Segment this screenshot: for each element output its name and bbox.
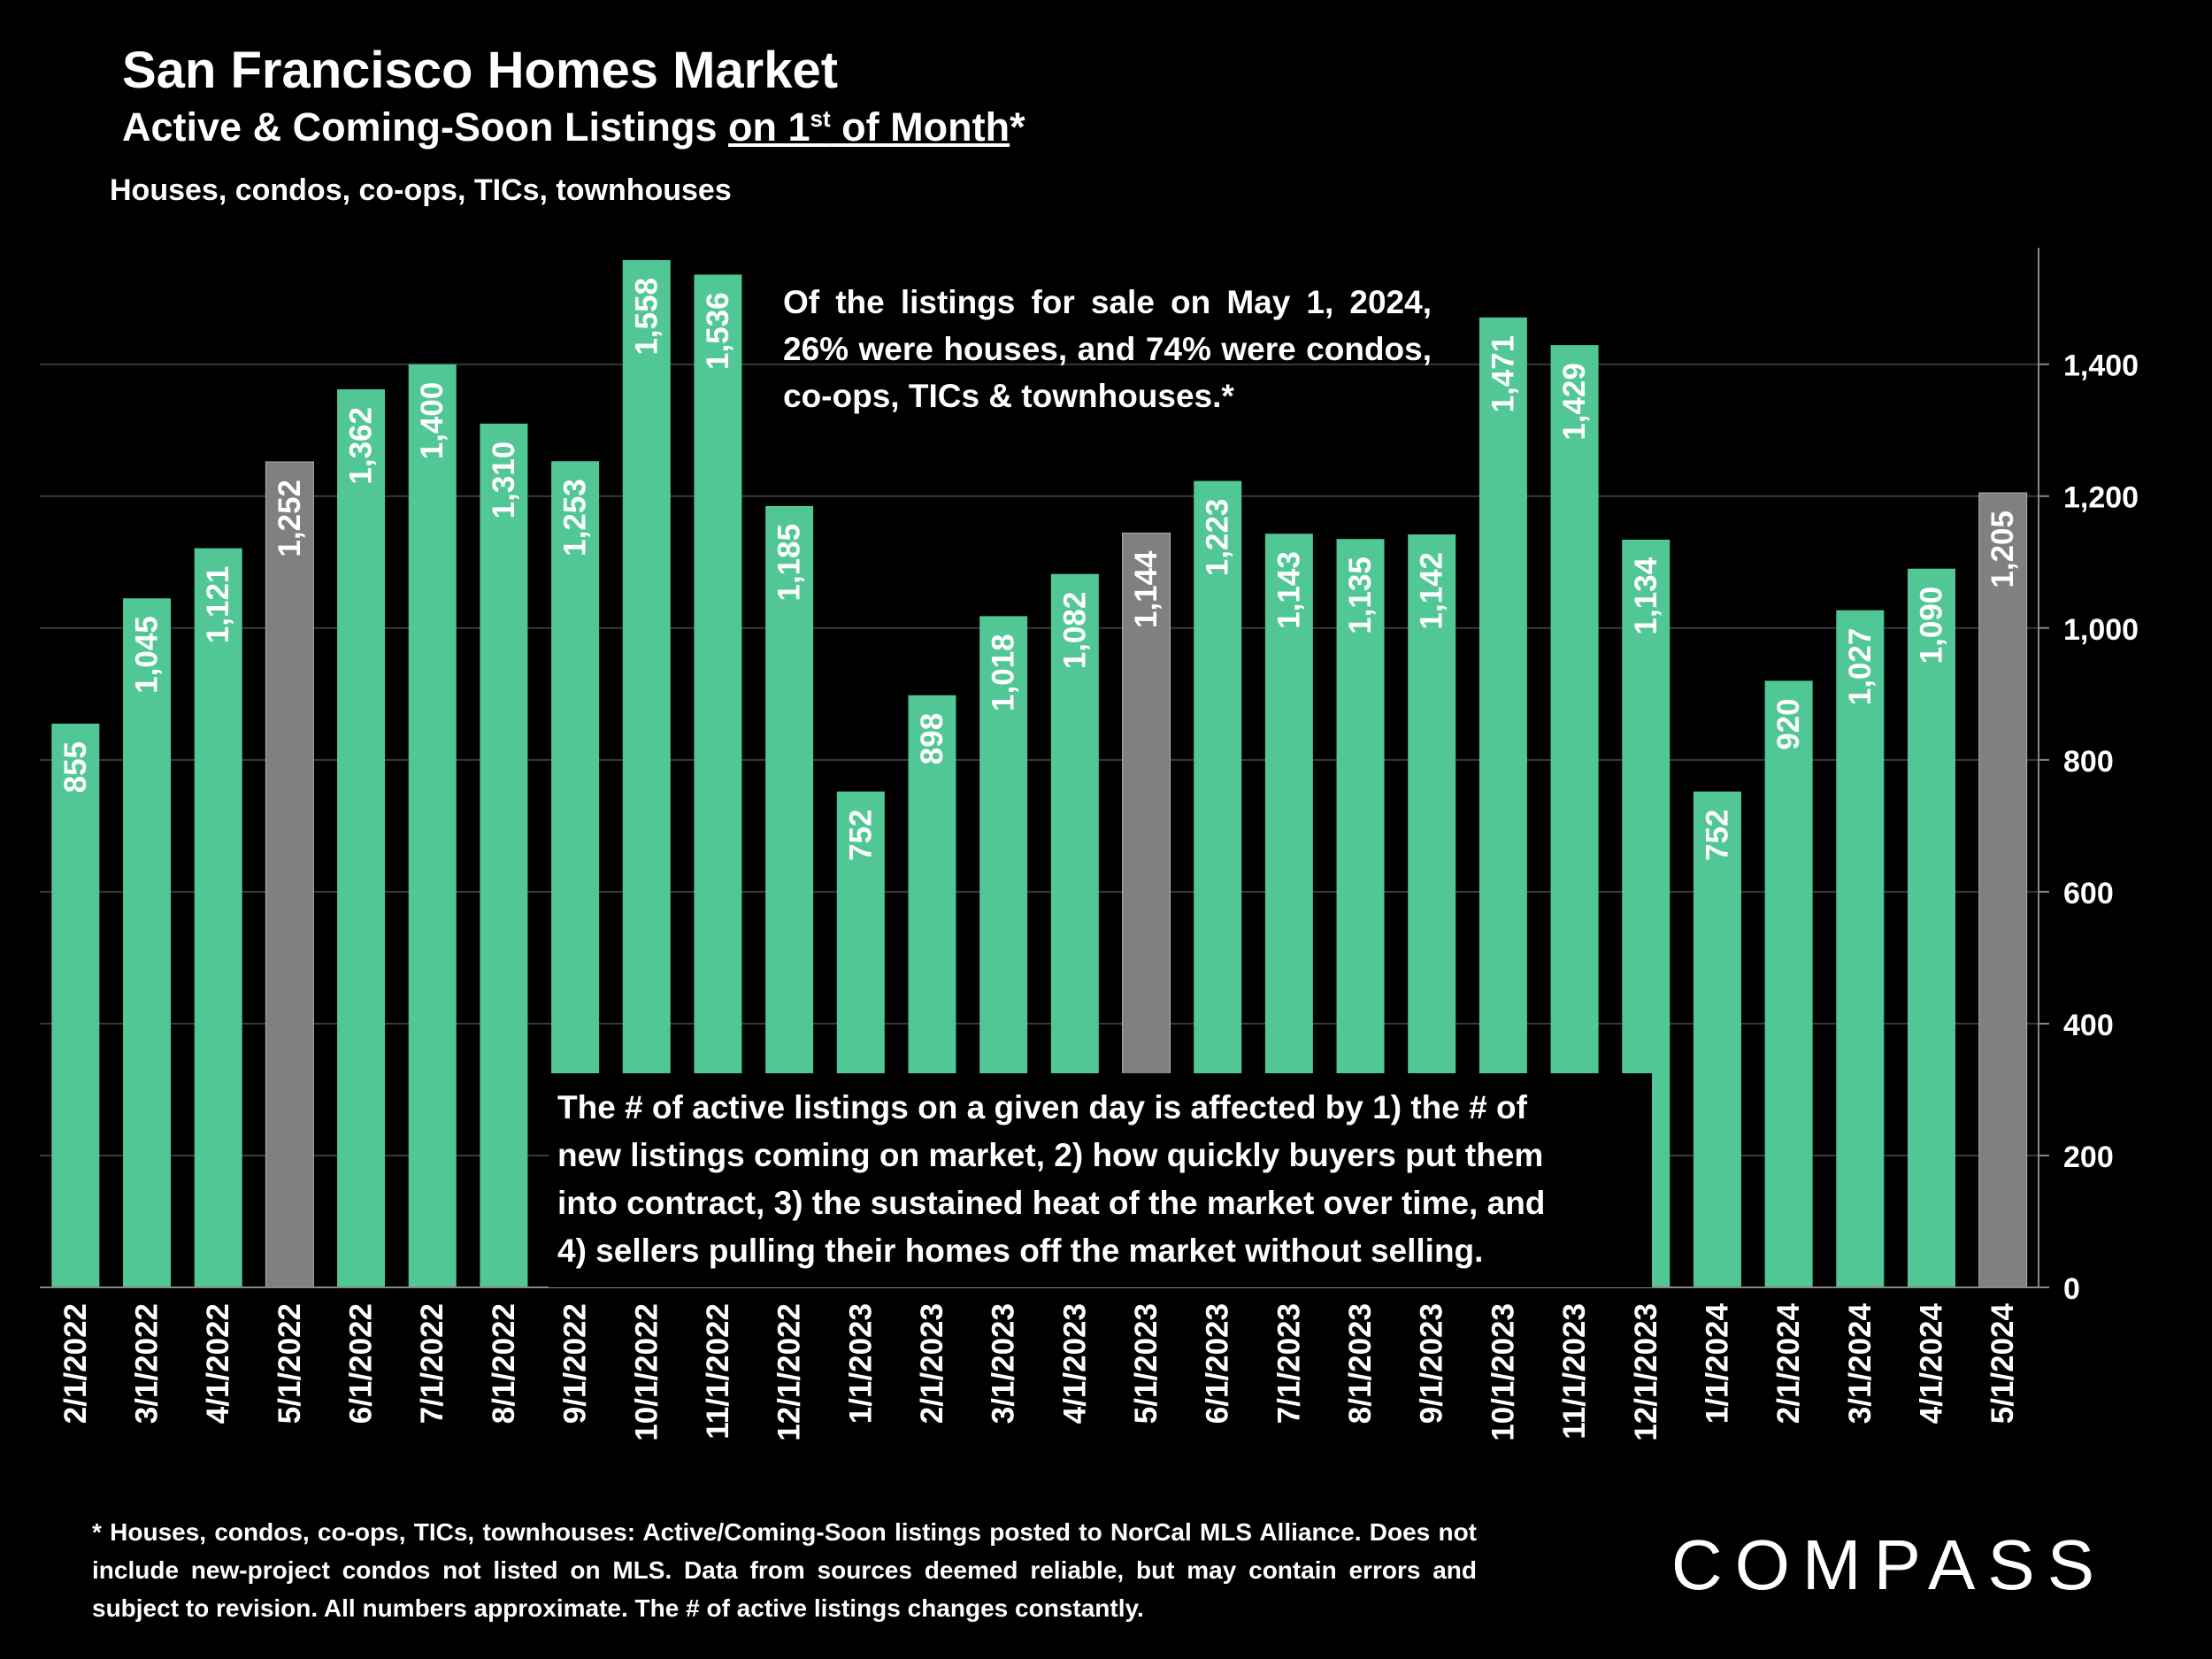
x-tick-label: 6/1/2023 — [1201, 1303, 1235, 1424]
y-tick-label: 1,400 — [2063, 349, 2139, 383]
data-label: 1,082 — [1057, 592, 1092, 670]
data-label: 1,135 — [1343, 557, 1378, 634]
x-tick-label: 11/1/2023 — [1557, 1303, 1592, 1440]
bar — [1978, 492, 2028, 1288]
data-label: 1,121 — [201, 566, 235, 644]
x-tick-label: 10/1/2022 — [629, 1303, 664, 1441]
x-tick-label: 1/1/2023 — [843, 1303, 878, 1424]
bar — [194, 548, 242, 1287]
bar — [1693, 791, 1741, 1287]
bar — [123, 598, 172, 1287]
data-label: 1,310 — [487, 442, 521, 519]
x-tick-label: 4/1/2023 — [1057, 1303, 1092, 1424]
svg-text:COMPASS: COMPASS — [1671, 1525, 2107, 1604]
bar — [408, 364, 457, 1288]
annotation-property-mix: Of the listings for sale on May 1, 2024,… — [783, 284, 1432, 414]
data-label: 1,144 — [1129, 550, 1164, 628]
x-tick-label: 5/1/2024 — [1985, 1302, 2020, 1424]
data-label: 1,252 — [273, 480, 307, 557]
data-label: 1,429 — [1557, 363, 1592, 441]
data-label: 855 — [58, 741, 93, 793]
data-label: 1,134 — [1629, 557, 1663, 634]
x-tick-label: 9/1/2022 — [558, 1303, 593, 1424]
bar — [337, 389, 386, 1288]
data-label: 1,027 — [1843, 628, 1878, 706]
annotation-listings-factors: The # of active listings on a given day … — [549, 1073, 1652, 1287]
data-label: 1,142 — [1415, 552, 1449, 630]
data-label: 1,253 — [558, 479, 593, 557]
annotation-line: new listings coming on market, 2) how qu… — [557, 1137, 1544, 1173]
y-tick-label: 0 — [2063, 1272, 2080, 1306]
data-label: 752 — [843, 810, 878, 861]
bar — [265, 461, 314, 1288]
data-label: 1,400 — [415, 382, 449, 460]
data-label: 920 — [1771, 698, 1806, 749]
data-label: 1,143 — [1271, 551, 1306, 629]
x-tick-label: 4/1/2022 — [201, 1303, 235, 1424]
x-tick-label: 12/1/2022 — [772, 1303, 807, 1441]
x-tick-label: 5/1/2022 — [273, 1303, 307, 1424]
bar — [480, 423, 528, 1288]
x-tick-label: 3/1/2022 — [130, 1303, 165, 1424]
x-tick-label: 9/1/2023 — [1415, 1303, 1449, 1424]
data-label: 1,223 — [1201, 499, 1235, 577]
data-label: 1,536 — [701, 292, 735, 370]
y-tick-label: 1,000 — [2063, 613, 2139, 647]
data-label: 1,205 — [1985, 511, 2020, 588]
axes: 0 200 400 600 800 1,000 1,200 1,400 2/1/2022 3/1/… — [40, 248, 2139, 1441]
x-tick-label: 8/1/2022 — [487, 1303, 521, 1424]
data-label: 752 — [1700, 810, 1734, 861]
bar — [1764, 680, 1813, 1287]
data-label: 898 — [915, 713, 949, 764]
bar — [51, 723, 100, 1287]
data-label: 1,018 — [987, 634, 1021, 711]
data-label: 1,558 — [629, 278, 664, 356]
footnote: * Houses, condos, co-ops, TICs, townhous… — [92, 1518, 1477, 1622]
x-tick-label: 8/1/2023 — [1343, 1303, 1378, 1424]
x-tick-label: 2/1/2024 — [1771, 1302, 1806, 1424]
chart-scope-label: Houses, condos, co-ops, TICs, townhouses — [110, 173, 732, 207]
x-tick-label: 2/1/2022 — [58, 1303, 93, 1424]
annotation-line: The # of active listings on a given day … — [557, 1089, 1527, 1125]
data-label: 1,090 — [1914, 587, 1948, 664]
y-tick-label: 200 — [2063, 1141, 2114, 1174]
data-label: 1,185 — [772, 524, 807, 602]
bar — [1907, 568, 1955, 1287]
y-tick-label: 400 — [2063, 1009, 2114, 1042]
x-tick-label: 11/1/2022 — [701, 1303, 735, 1440]
y-tick-label: 800 — [2063, 745, 2114, 779]
chart-title: San Francisco Homes Market — [122, 42, 839, 99]
bar — [1836, 610, 1885, 1287]
data-label: 1,471 — [1486, 335, 1520, 413]
x-tick-label: 7/1/2022 — [415, 1303, 449, 1424]
compass-logo: COMPASS — [1671, 1525, 2107, 1604]
x-tick-label: 4/1/2024 — [1914, 1302, 1948, 1424]
x-tick-label: 5/1/2023 — [1129, 1303, 1164, 1424]
x-tick-label: 2/1/2023 — [915, 1303, 949, 1424]
x-tick-label: 12/1/2023 — [1629, 1303, 1663, 1441]
x-tick-label: 7/1/2023 — [1271, 1303, 1306, 1424]
y-tick-label: 1,200 — [2063, 481, 2139, 515]
data-label: 1,362 — [344, 407, 379, 485]
x-tick-label: 3/1/2024 — [1843, 1302, 1878, 1424]
x-tick-label: 6/1/2022 — [344, 1303, 379, 1424]
x-tick-label: 3/1/2023 — [987, 1303, 1021, 1424]
chart-subtitle: Active & Coming-Soon Listings on 1st of … — [122, 104, 1025, 150]
y-tick-label: 600 — [2063, 877, 2114, 910]
annotation-line: into contract, 3) the sustained heat of … — [557, 1185, 1546, 1221]
x-tick-label: 10/1/2023 — [1486, 1303, 1520, 1441]
annotation-line: 4) sellers pulling their homes off the m… — [557, 1233, 1484, 1269]
x-tick-label: 1/1/2024 — [1700, 1302, 1734, 1424]
data-label: 1,045 — [130, 616, 165, 694]
